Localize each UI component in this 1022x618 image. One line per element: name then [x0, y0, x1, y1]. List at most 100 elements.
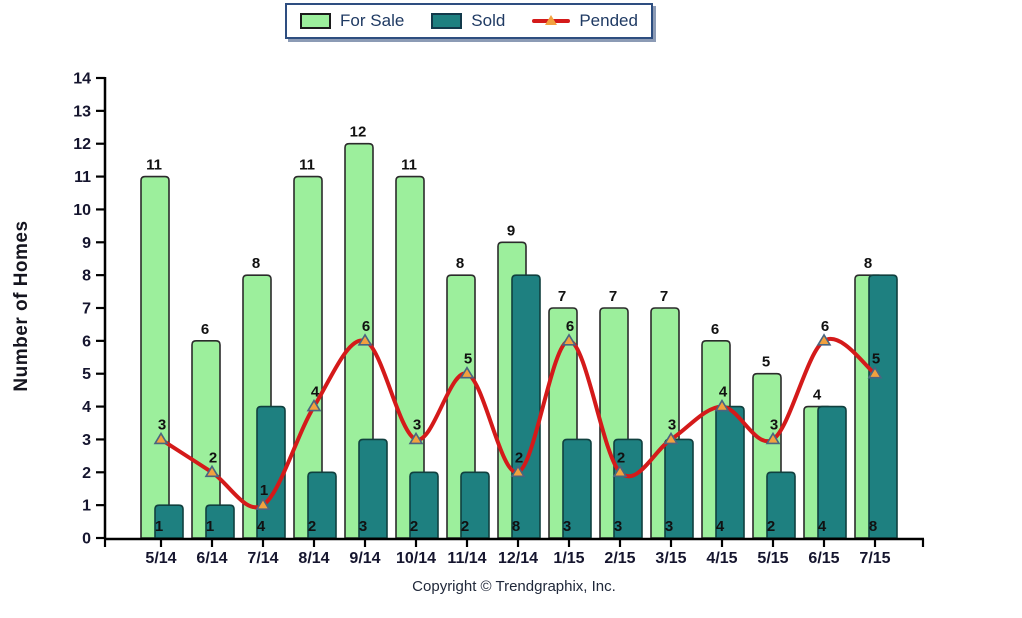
sold-bar — [205, 504, 235, 539]
y-tick-label: 11 — [74, 169, 91, 186]
for-sale-value-label: 8 — [864, 255, 872, 272]
y-tick-label: 9 — [82, 235, 91, 252]
pended-value-label: 2 — [209, 449, 217, 466]
pended-marker-icon — [153, 431, 169, 445]
sold-value-label: 4 — [257, 518, 266, 535]
y-tick-label: 4 — [82, 399, 91, 416]
pended-marker-icon — [612, 464, 628, 478]
pended-marker-icon — [765, 431, 781, 445]
for-sale-bar — [293, 175, 323, 539]
pended-value-label: 4 — [719, 384, 728, 401]
y-tick-label: 6 — [82, 333, 91, 350]
y-tick-label: 0 — [82, 531, 91, 548]
pended-value-label: 6 — [362, 318, 370, 335]
for-sale-value-label: 5 — [762, 354, 770, 371]
sold-bar — [409, 471, 439, 539]
pended-value-label: 6 — [821, 318, 829, 335]
sold-bar — [613, 438, 643, 539]
pended-value-label: 5 — [464, 351, 472, 368]
for-sale-value-label: 9 — [507, 222, 515, 239]
y-tick-label: 10 — [73, 202, 91, 219]
for-sale-value-label: 6 — [201, 321, 209, 338]
x-tick-label: 9/14 — [349, 550, 380, 567]
pended-marker-icon — [255, 497, 271, 510]
sold-value-label: 2 — [461, 518, 469, 535]
for-sale-value-label: 11 — [146, 157, 162, 174]
x-tick-label: 7/15 — [859, 550, 890, 567]
x-tick-label: 2/15 — [604, 550, 635, 567]
for-sale-bar — [140, 175, 170, 539]
pended-value-label: 3 — [668, 416, 676, 433]
legend-item-pended: Pended — [532, 11, 638, 31]
x-tick-label: 6/14 — [196, 550, 227, 567]
for-sale-value-label: 8 — [252, 255, 260, 272]
legend: For Sale Sold Pended — [285, 3, 653, 39]
sold-value-label: 3 — [563, 518, 571, 535]
legend-label-for-sale: For Sale — [340, 11, 405, 30]
pended-line-icon — [532, 13, 571, 29]
y-tick-label: 3 — [82, 432, 91, 449]
pended-marker-icon — [306, 399, 322, 412]
legend-item-sold: Sold — [431, 11, 505, 31]
y-tick-label: 5 — [82, 366, 91, 383]
pended-marker-icon — [561, 333, 577, 346]
sold-value-label: 2 — [308, 518, 316, 535]
legend-label-sold: Sold — [471, 11, 506, 30]
pended-marker-icon — [408, 431, 424, 445]
sold-bar — [868, 274, 898, 539]
sold-value-label: 4 — [716, 518, 725, 535]
sold-value-label: 8 — [512, 518, 520, 535]
y-tick-label: 1 — [82, 498, 91, 515]
sold-value-label: 2 — [767, 518, 775, 535]
y-tick-label: 7 — [82, 301, 91, 318]
for-sale-swatch-icon — [300, 13, 332, 29]
for-sale-value-label: 7 — [609, 288, 617, 305]
sold-value-label: 1 — [206, 518, 214, 535]
x-tick-label: 5/14 — [145, 550, 176, 567]
pended-value-label: 4 — [311, 384, 320, 401]
x-tick-label: 4/15 — [706, 550, 737, 567]
x-tick-label: 11/14 — [447, 550, 486, 567]
copyright-text: Copyright © Trendgraphix, Inc. — [412, 578, 616, 595]
pended-value-label: 3 — [158, 416, 166, 433]
sold-bar — [511, 274, 541, 539]
sold-value-label: 1 — [155, 518, 163, 535]
pended-marker-icon — [204, 464, 220, 478]
for-sale-value-label: 7 — [558, 288, 566, 305]
y-tick-label: 8 — [82, 268, 91, 285]
pended-value-label: 2 — [515, 449, 523, 466]
sold-value-label: 4 — [818, 518, 827, 535]
sold-swatch-icon — [431, 13, 463, 29]
x-tick-label: 10/14 — [396, 550, 436, 567]
sold-bar — [154, 504, 184, 539]
pended-value-label: 1 — [260, 482, 268, 499]
y-tick-label: 13 — [73, 103, 91, 120]
for-sale-value-label: 12 — [350, 124, 367, 141]
sold-bar — [307, 471, 337, 539]
x-tick-label: 12/14 — [498, 550, 538, 567]
for-sale-bar — [191, 340, 221, 539]
x-tick-label: 7/14 — [247, 550, 278, 567]
pended-marker-icon — [357, 333, 373, 346]
for-sale-value-label: 11 — [401, 157, 417, 174]
sold-bar — [766, 471, 796, 539]
legend-label-pended: Pended — [579, 11, 638, 30]
for-sale-value-label: 11 — [299, 157, 315, 174]
sold-value-label: 3 — [665, 518, 673, 535]
pended-marker-icon — [663, 431, 679, 445]
for-sale-value-label: 4 — [813, 387, 822, 404]
sold-value-label: 3 — [614, 518, 622, 535]
pended-value-label: 6 — [566, 318, 574, 335]
sold-bar — [358, 438, 388, 539]
y-tick-label: 14 — [73, 71, 91, 88]
sold-bar — [460, 471, 490, 539]
y-tick-label: 2 — [82, 465, 91, 482]
for-sale-value-label: 8 — [456, 255, 464, 272]
pended-value-label: 3 — [413, 416, 421, 433]
x-tick-label: 1/15 — [553, 550, 584, 567]
x-tick-label: 8/14 — [298, 550, 329, 567]
pended-value-label: 5 — [872, 351, 880, 368]
x-tick-label: 3/15 — [655, 550, 686, 567]
sold-value-label: 2 — [410, 518, 418, 535]
